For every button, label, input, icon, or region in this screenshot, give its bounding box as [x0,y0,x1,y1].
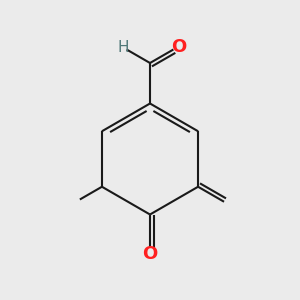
Text: H: H [117,40,129,56]
Text: O: O [171,38,186,56]
Text: O: O [142,245,158,263]
